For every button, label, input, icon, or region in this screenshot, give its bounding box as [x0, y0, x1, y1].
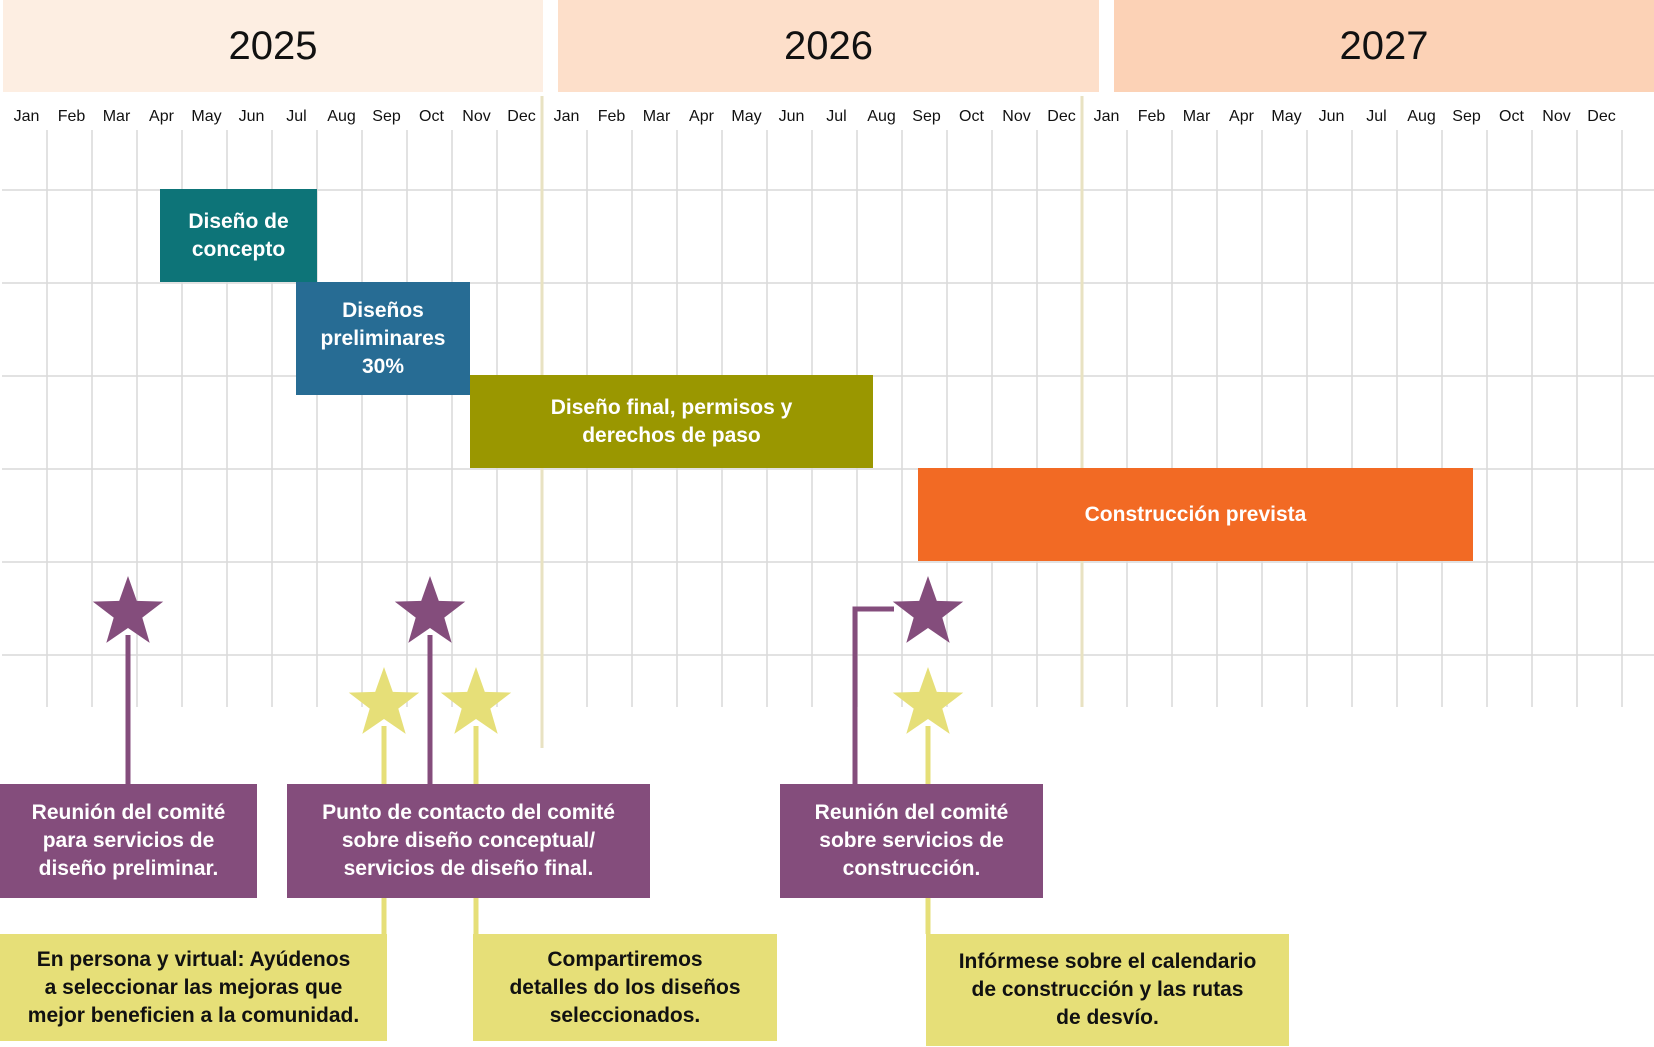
month-label: Jan — [1093, 108, 1120, 125]
year-2027-header: 2027 — [1114, 0, 1654, 92]
month-label: Mar — [1182, 108, 1211, 125]
month-label: Oct — [419, 108, 444, 125]
month-label: Feb — [57, 108, 86, 125]
month-label: May — [1271, 108, 1302, 125]
year-2026-header: 2026 — [558, 0, 1099, 92]
month-label: Dec — [1587, 108, 1616, 125]
month-label: Feb — [597, 108, 626, 125]
month-label: Aug — [867, 108, 896, 125]
month-label: Jun — [778, 108, 805, 125]
connector-line — [852, 606, 894, 784]
month-label: Dec — [507, 108, 536, 125]
community-callout-select: En persona y virtual: Ayúdenos a selecci… — [0, 934, 387, 1041]
month-label: May — [191, 108, 222, 125]
community-star-icon — [440, 667, 512, 734]
phase-concept-design: Diseño de concepto — [160, 189, 317, 282]
month-label: Nov — [1002, 108, 1031, 125]
phase-final-design: Diseño final, permisos y derechos de pas… — [470, 375, 873, 468]
committee-star-icon — [92, 576, 164, 643]
month-label: Sep — [912, 108, 941, 125]
month-label: Aug — [1407, 108, 1436, 125]
community-callout-construction-info: Infórmese sobre el calendario de constru… — [926, 934, 1289, 1046]
community-star-icon — [348, 667, 420, 734]
month-label: Nov — [462, 108, 491, 125]
month-label: Feb — [1137, 108, 1166, 125]
month-label: Jan — [553, 108, 580, 125]
month-label: Jun — [1318, 108, 1345, 125]
month-label: Jul — [286, 108, 307, 125]
month-label: Oct — [959, 108, 984, 125]
month-label: Oct — [1499, 108, 1524, 125]
committee-callout-preliminary: Reunión del comité para servicios de dis… — [0, 784, 257, 898]
phase-construction: Construcción prevista — [918, 468, 1473, 561]
month-label: Mar — [642, 108, 671, 125]
month-label: Jun — [238, 108, 265, 125]
month-label: Aug — [327, 108, 356, 125]
committee-callout-construction: Reunión del comité sobre servicios de co… — [780, 784, 1043, 898]
year-2025-header: 2025 — [3, 0, 543, 92]
month-label: Nov — [1542, 108, 1571, 125]
committee-star-icon — [394, 576, 466, 643]
month-label: Jan — [13, 108, 40, 125]
month-label: Jul — [1366, 108, 1387, 125]
month-label: Dec — [1047, 108, 1076, 125]
month-label: May — [731, 108, 762, 125]
month-label: Apr — [149, 108, 174, 125]
month-label: Apr — [689, 108, 714, 125]
month-label: Sep — [372, 108, 401, 125]
month-label: Sep — [1452, 108, 1481, 125]
phase-preliminary-design: Diseños preliminares 30% — [296, 282, 470, 395]
committee-star-icon — [892, 576, 964, 643]
community-callout-share: Compartiremos detalles do los diseños se… — [473, 934, 777, 1041]
month-label: Jul — [826, 108, 847, 125]
committee-callout-conceptual: Punto de contacto del comité sobre diseñ… — [287, 784, 650, 898]
month-label: Mar — [102, 108, 131, 125]
month-label: Apr — [1229, 108, 1254, 125]
community-star-icon — [892, 667, 964, 734]
